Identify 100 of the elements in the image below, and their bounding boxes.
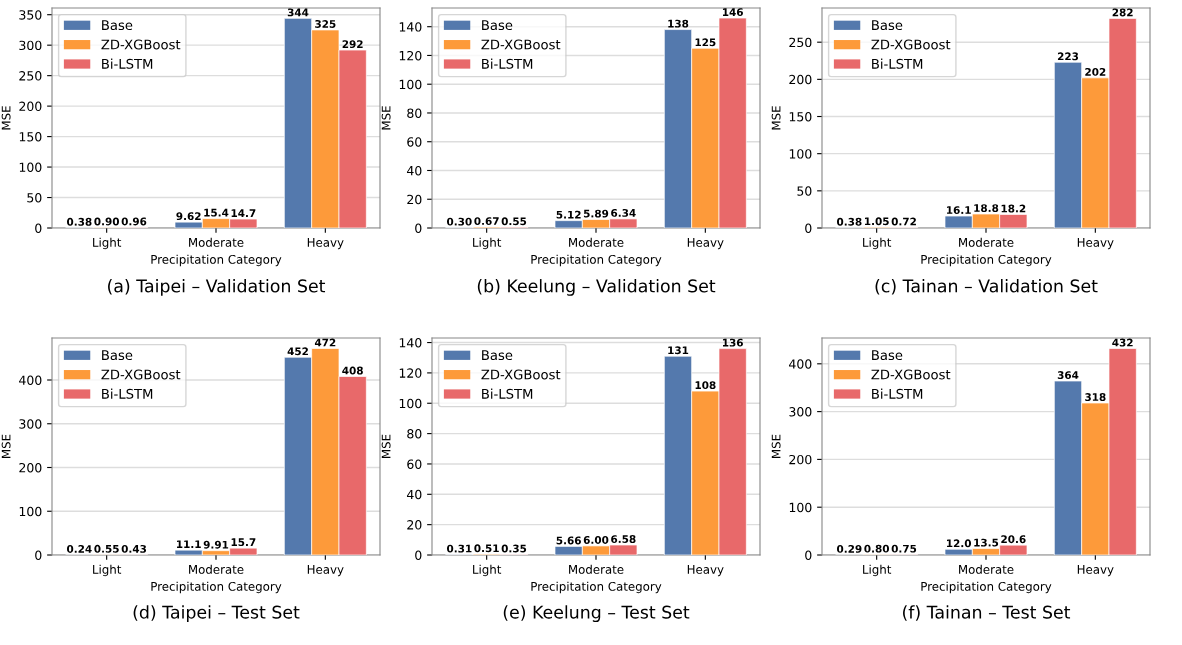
x-axis-title: Precipitation Category — [531, 581, 662, 594]
data-label: 344 — [287, 8, 309, 17]
data-label: 0.80 — [864, 544, 890, 553]
data-label: 0.24 — [66, 545, 92, 553]
legend-label: ZD-XGBoost — [481, 39, 561, 50]
legend-label: ZD-XGBoost — [871, 39, 951, 50]
data-label: 20.6 — [1001, 535, 1026, 544]
x-tick-label: Light — [863, 564, 892, 577]
y-tick-label: 0 — [415, 223, 422, 233]
data-label: 452 — [287, 347, 308, 356]
y-tick-label: 140 — [399, 338, 422, 348]
y-axis-title: MSE — [771, 106, 781, 130]
x-axis-title: Precipitation Category — [151, 254, 282, 267]
data-label: 16.1 — [946, 206, 971, 215]
legend-label: Base — [872, 350, 903, 361]
x-tick-label: Moderate — [569, 564, 624, 574]
text: (b) Keelung – Validation Set — [477, 279, 716, 296]
data-label: 0.35 — [501, 544, 527, 553]
data-label: 325 — [315, 20, 336, 28]
y-axis-title: MSE — [1, 106, 11, 130]
x-tick-label: Heavy — [687, 238, 724, 250]
y-tick-label: 120 — [399, 50, 422, 61]
data-label: 282 — [1112, 8, 1133, 17]
y-tick-label: 0 — [35, 550, 42, 560]
data-label: 0.55 — [94, 544, 119, 553]
y-tick-label: 400 — [789, 359, 812, 369]
data-label: 0.38 — [66, 217, 92, 226]
y-tick-label: 40 — [406, 165, 422, 176]
data-label: 0.51 — [474, 544, 499, 553]
y-tick-label: 100 — [399, 398, 422, 409]
y-tick-label: 150 — [19, 132, 42, 142]
data-label: 14.7 — [231, 209, 256, 217]
x-tick-label: Moderate — [189, 237, 244, 247]
x-tick-label: Heavy — [1077, 565, 1114, 577]
text: (a) Taipei – Validation Set — [108, 279, 326, 296]
data-label: 0.29 — [836, 544, 862, 553]
y-tick-label: 20 — [407, 194, 422, 205]
data-label: 15.7 — [231, 538, 256, 547]
y-tick-label: 250 — [19, 71, 42, 81]
legend-label: Bi-LSTM — [482, 58, 533, 69]
data-label: 223 — [1057, 52, 1079, 61]
data-label: 6.34 — [611, 208, 636, 217]
data-label: 408 — [342, 366, 363, 375]
data-label: 0.67 — [474, 217, 499, 226]
y-tick-label: 200 — [19, 462, 42, 473]
data-label: 5.12 — [556, 210, 581, 219]
y-tick-label: 100 — [789, 502, 812, 513]
text: (f) Tainan – Test Set — [903, 605, 1071, 621]
data-label: 0.55 — [501, 217, 527, 226]
text: (c) Tainan – Validation Set — [875, 279, 1098, 295]
legend-label: ZD-XGBoost — [101, 369, 181, 380]
x-tick-label: Moderate — [569, 237, 624, 247]
data-label: 131 — [668, 346, 689, 355]
legend-label: Base — [102, 350, 133, 361]
x-tick-label: Moderate — [959, 237, 1014, 247]
data-label: 318 — [1085, 393, 1106, 401]
data-label: 9.91 — [203, 540, 229, 549]
data-label: 1.05 — [864, 217, 889, 226]
data-label: 18.8 — [974, 204, 999, 213]
y-tick-label: 80 — [407, 429, 422, 439]
y-tick-label: 80 — [407, 108, 422, 118]
data-label: 136 — [722, 338, 743, 347]
data-label: 15.4 — [204, 208, 229, 217]
data-label: 12.0 — [946, 539, 972, 548]
data-label: 13.5 — [974, 538, 999, 547]
legend-label: Bi-LSTM — [482, 388, 533, 399]
x-tick-label: Moderate — [959, 564, 1014, 574]
y-tick-label: 300 — [19, 419, 42, 429]
x-axis-title: Precipitation Category — [921, 581, 1052, 594]
legend-label: ZD-XGBoost — [481, 369, 561, 380]
y-tick-label: 350 — [19, 10, 42, 20]
data-label: 472 — [314, 338, 336, 347]
x-axis-title: Precipitation Category — [151, 581, 282, 594]
y-tick-label: 60 — [407, 459, 422, 469]
data-label: 6.00 — [583, 536, 609, 544]
x-tick-label: Heavy — [307, 238, 344, 250]
x-tick-label: Moderate — [189, 564, 244, 574]
y-tick-label: 100 — [19, 162, 42, 172]
x-tick-label: Light — [93, 564, 122, 577]
y-axis-title: MSE — [381, 106, 391, 130]
y-tick-label: 200 — [789, 74, 812, 85]
y-tick-label: 0 — [805, 550, 812, 560]
legend-label: Bi-LSTM — [102, 58, 153, 69]
data-label: 138 — [668, 19, 689, 28]
data-label: 108 — [695, 381, 716, 390]
legend-label: Base — [102, 20, 133, 31]
legend-label: ZD-XGBoost — [101, 39, 181, 50]
y-tick-label: 300 — [19, 40, 42, 51]
data-label: 0.38 — [836, 217, 862, 226]
data-label: 0.43 — [121, 544, 147, 553]
y-tick-label: 60 — [407, 137, 422, 147]
legend-label: Bi-LSTM — [872, 388, 923, 399]
legend-label: Base — [482, 20, 513, 31]
y-axis-title: MSE — [1, 434, 11, 458]
data-label: 5.66 — [556, 536, 581, 545]
text: (e) Keelung – Test Set — [503, 605, 690, 623]
y-tick-label: 50 — [797, 186, 812, 196]
x-tick-label: Heavy — [687, 565, 724, 577]
legend-label: Bi-LSTM — [102, 388, 153, 399]
x-tick-label: Light — [863, 237, 892, 250]
